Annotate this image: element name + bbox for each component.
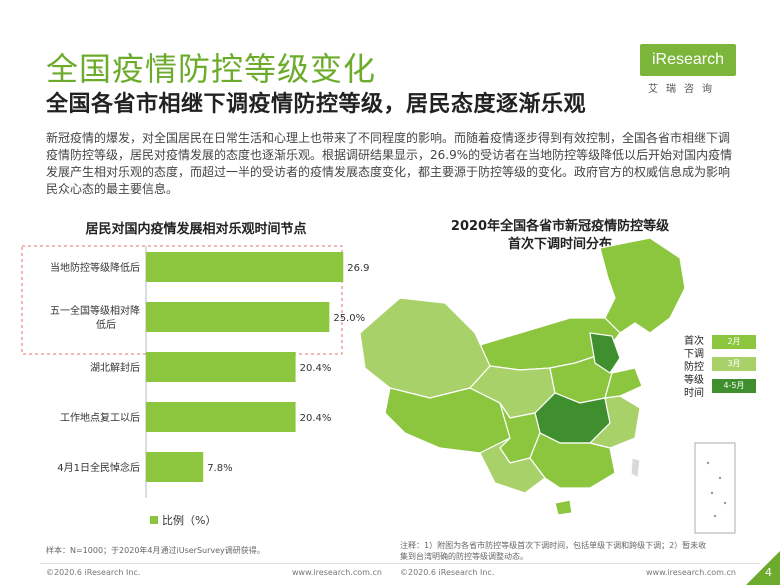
category-label: 工作地点复工以后 [60, 411, 140, 424]
map-region-beijing-hebei [589, 332, 621, 374]
value-label: 26.9% [347, 263, 370, 274]
sample-note: 样本：N=1000；于2020年4月通过iUserSurvey调研获得。 [46, 546, 265, 555]
page-corner [746, 551, 780, 585]
island-dot [718, 476, 722, 480]
map-title-line1: 2020年全国各省市新冠疫情防控等级 [450, 219, 670, 234]
map-legend-item: 2月 [712, 335, 756, 349]
page-subtitle: 全国各省市相继下调疫情防控等级，居民态度逐渐乐观 [46, 92, 587, 117]
intro-paragraph: 新冠疫情的爆发，对全国居民在日常生活和心理上也带来了不同程度的影响。而随着疫情逐… [46, 131, 733, 196]
south-china-sea-islands [706, 461, 727, 518]
logo-badge: iResearch [640, 44, 736, 76]
bar [146, 452, 204, 482]
bar-chart: 当地防控等级降低后 26.9% 五一全国等级相对降低后 25.0% 湖北解封后 20.4%… [21, 245, 370, 527]
iresearch-logo: iResearch 艾瑞咨询 [640, 44, 740, 98]
footer-divider [40, 563, 760, 564]
footer-copyright-left: ©2020.6 iResearch Inc. [46, 568, 141, 577]
footer-url-right: www.iresearch.com.cn [646, 568, 736, 577]
map-region-xinjiang [359, 297, 491, 399]
bar [146, 252, 344, 282]
map-title-line2: 首次下调时间分布 [507, 237, 612, 252]
map-chart-title: 2020年全国各省市新冠疫情防控等级 首次下调时间分布 [360, 218, 760, 254]
island-dot [723, 501, 727, 505]
bar [146, 352, 296, 382]
value-label: 20.4% [300, 363, 332, 374]
page-number: 4 [765, 566, 772, 579]
category-label: 湖北解封后 [90, 361, 140, 374]
south-china-sea-inset [694, 442, 736, 534]
island-dot [713, 514, 717, 518]
category-label: 4月1日全民悼念后 [57, 461, 140, 474]
map-footnote: 注释：1）附图为各省市防控等级首次下调时间，包括单级下调和跨级下调；2）暂未收集… [400, 541, 707, 561]
map-region-hainan [554, 499, 573, 516]
island-dot [706, 461, 710, 465]
island-dot [710, 491, 714, 495]
map-legend-item: 3月 [712, 357, 756, 371]
footer-url-left: www.iresearch.com.cn [292, 568, 382, 577]
map-regions [359, 238, 686, 516]
china-map [359, 238, 736, 534]
map-legend-item: 4-5月 [712, 379, 756, 393]
value-label: 20.4% [300, 413, 332, 424]
bar-chart-title: 居民对国内疫情发展相对乐观时间节点 [85, 222, 307, 237]
category-label: 当地防控等级降低后 [50, 261, 140, 274]
value-label: 25.0% [333, 313, 365, 324]
page-title: 全国疫情防控等级变化 [46, 50, 377, 88]
value-label: 7.8% [207, 463, 232, 474]
legend-label: 比例（%） [162, 513, 216, 527]
map-region-northeast [599, 238, 686, 334]
footer-copyright-right: ©2020.6 iResearch Inc. [400, 568, 495, 577]
map-region-taiwan [630, 457, 641, 479]
map-region-south [529, 432, 616, 489]
map-region-shandong [604, 367, 643, 399]
bar [146, 402, 296, 432]
map-legend-title: 首次下调防控等级时间 [684, 336, 704, 399]
category-label: 五一全国等级相对降低后 [50, 304, 140, 331]
map-region-east [588, 395, 641, 449]
legend-swatch [150, 516, 158, 524]
bar [146, 302, 330, 332]
logo-subtitle: 艾瑞咨询 [648, 84, 720, 95]
